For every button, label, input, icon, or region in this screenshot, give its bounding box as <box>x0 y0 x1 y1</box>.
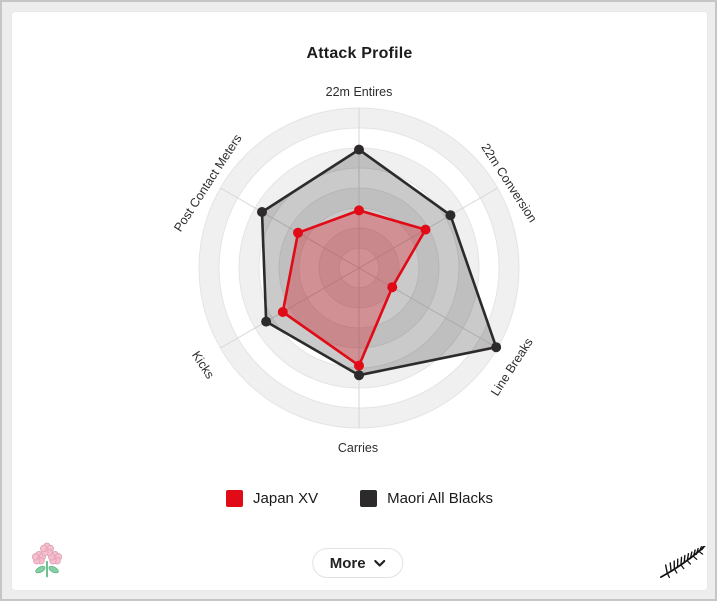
radar-plot-area <box>198 107 520 429</box>
radar-chart <box>159 68 559 468</box>
legend-swatch-japan-xv <box>226 490 244 507</box>
legend: Japan XV Maori All Blacks <box>12 490 707 507</box>
chevron-down-icon <box>374 559 386 567</box>
legend-item-japan-xv: Japan XV <box>226 490 318 507</box>
chart-title: Attack Profile <box>306 45 413 62</box>
more-button-label: More <box>329 554 366 572</box>
legend-label: Maori All Blacks <box>387 490 493 507</box>
legend-label: Japan XV <box>253 490 319 507</box>
legend-item-maori-all-blacks: Maori All Blacks <box>360 490 493 507</box>
cherry-blossom-logo-icon <box>31 542 63 578</box>
more-button[interactable]: More <box>311 548 404 578</box>
blossom-top <box>39 542 55 557</box>
chart-card: Attack Profile 22m Entires 22m Conversio… <box>11 11 708 591</box>
axis-label-22m-entires: 22m Entires <box>325 85 393 99</box>
silver-fern-logo-icon <box>660 546 706 578</box>
legend-swatch-maori-all-blacks <box>360 490 378 507</box>
axis-label-carries: Carries <box>337 441 379 455</box>
